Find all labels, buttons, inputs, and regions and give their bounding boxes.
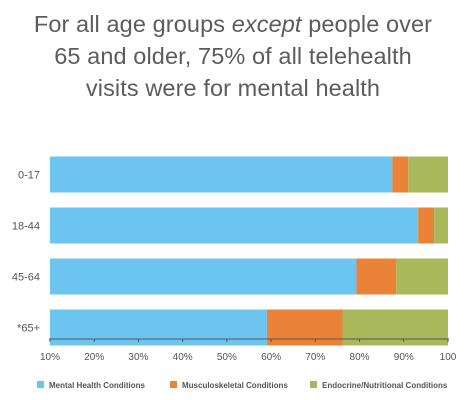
bar-segment [50, 309, 267, 346]
title-emphasis: except [231, 11, 302, 37]
bar-segment [392, 156, 409, 193]
category-label: 0-17 [18, 170, 40, 182]
legend-swatch [170, 381, 177, 388]
bar-segment [50, 207, 419, 244]
chart-title: For all age groups except people over 65… [0, 8, 466, 104]
title-line-2: 65 and older, 75% of all telehealth [54, 43, 412, 69]
bar-segment [396, 258, 448, 295]
bar-segment [50, 258, 357, 295]
title-text: people over [301, 11, 433, 37]
legend-swatch [37, 381, 44, 388]
category-label: 45-64 [12, 272, 40, 284]
x-tick-label: 80% [350, 352, 370, 363]
title-text: For all age groups [33, 11, 232, 37]
x-tick-label: 90% [394, 352, 414, 363]
bar-segment [418, 207, 435, 244]
bar-segment [266, 309, 343, 346]
x-tick-label: 40% [173, 352, 193, 363]
category-label: *65+ [17, 323, 40, 335]
legend-label: Endocrine/Nutritional Conditions [322, 381, 448, 390]
bar-segment [434, 207, 448, 244]
x-tick-label: 60% [261, 352, 281, 363]
x-tick-label: 20% [84, 352, 104, 363]
x-tick-label: 50% [217, 352, 237, 363]
x-tick-label: 10% [40, 352, 60, 363]
bar-segment [50, 156, 393, 193]
legend-label: Musculoskeletal Conditions [182, 381, 288, 390]
legend-label: Mental Health Conditions [49, 381, 146, 390]
legend-swatch [310, 381, 317, 388]
x-tick-label: 30% [128, 352, 148, 363]
category-label: 18-44 [12, 221, 40, 233]
x-tick-label: 70% [305, 352, 325, 363]
bar-segment [408, 156, 448, 193]
bar-segment [342, 309, 448, 346]
x-tick-label: 100 [440, 352, 457, 363]
title-line-3: visits were for mental health [85, 75, 381, 101]
title-line-1: For all age groups except people over [0, 8, 466, 40]
bar-segment [356, 258, 397, 295]
